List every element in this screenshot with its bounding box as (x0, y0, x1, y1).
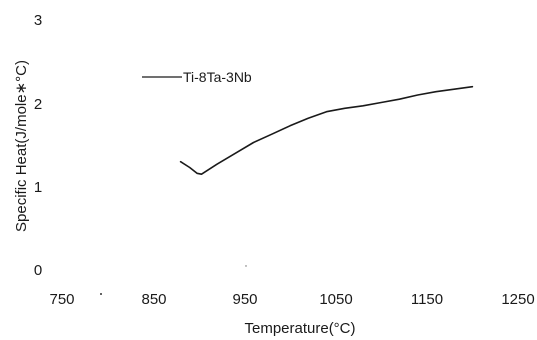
y-tick-label-3: 3 (34, 12, 42, 29)
x-tick-label-750: 750 (49, 291, 74, 308)
y-tick-label-0: 0 (34, 262, 42, 279)
speck-dot (100, 293, 102, 295)
x-tick-label-850: 850 (141, 291, 166, 308)
speck-dot (245, 265, 247, 267)
legend-label-ti-8ta-3nb: Ti-8Ta-3Nb (183, 69, 252, 85)
series-line-ti-8ta-3nb (179, 85, 474, 175)
x-axis-label: Temperature(°C) (244, 320, 355, 337)
x-tick-label-950: 950 (232, 291, 257, 308)
x-tick-label-1250: 1250 (501, 291, 534, 308)
y-tick-label-2: 2 (34, 96, 42, 113)
x-tick-label-1150: 1150 (411, 291, 443, 308)
x-tick-label-1050: 1050 (319, 291, 352, 308)
y-tick-label-1: 1 (34, 179, 42, 196)
y-axis-label: Specific Heat(J/mole∗°C) (13, 60, 30, 232)
